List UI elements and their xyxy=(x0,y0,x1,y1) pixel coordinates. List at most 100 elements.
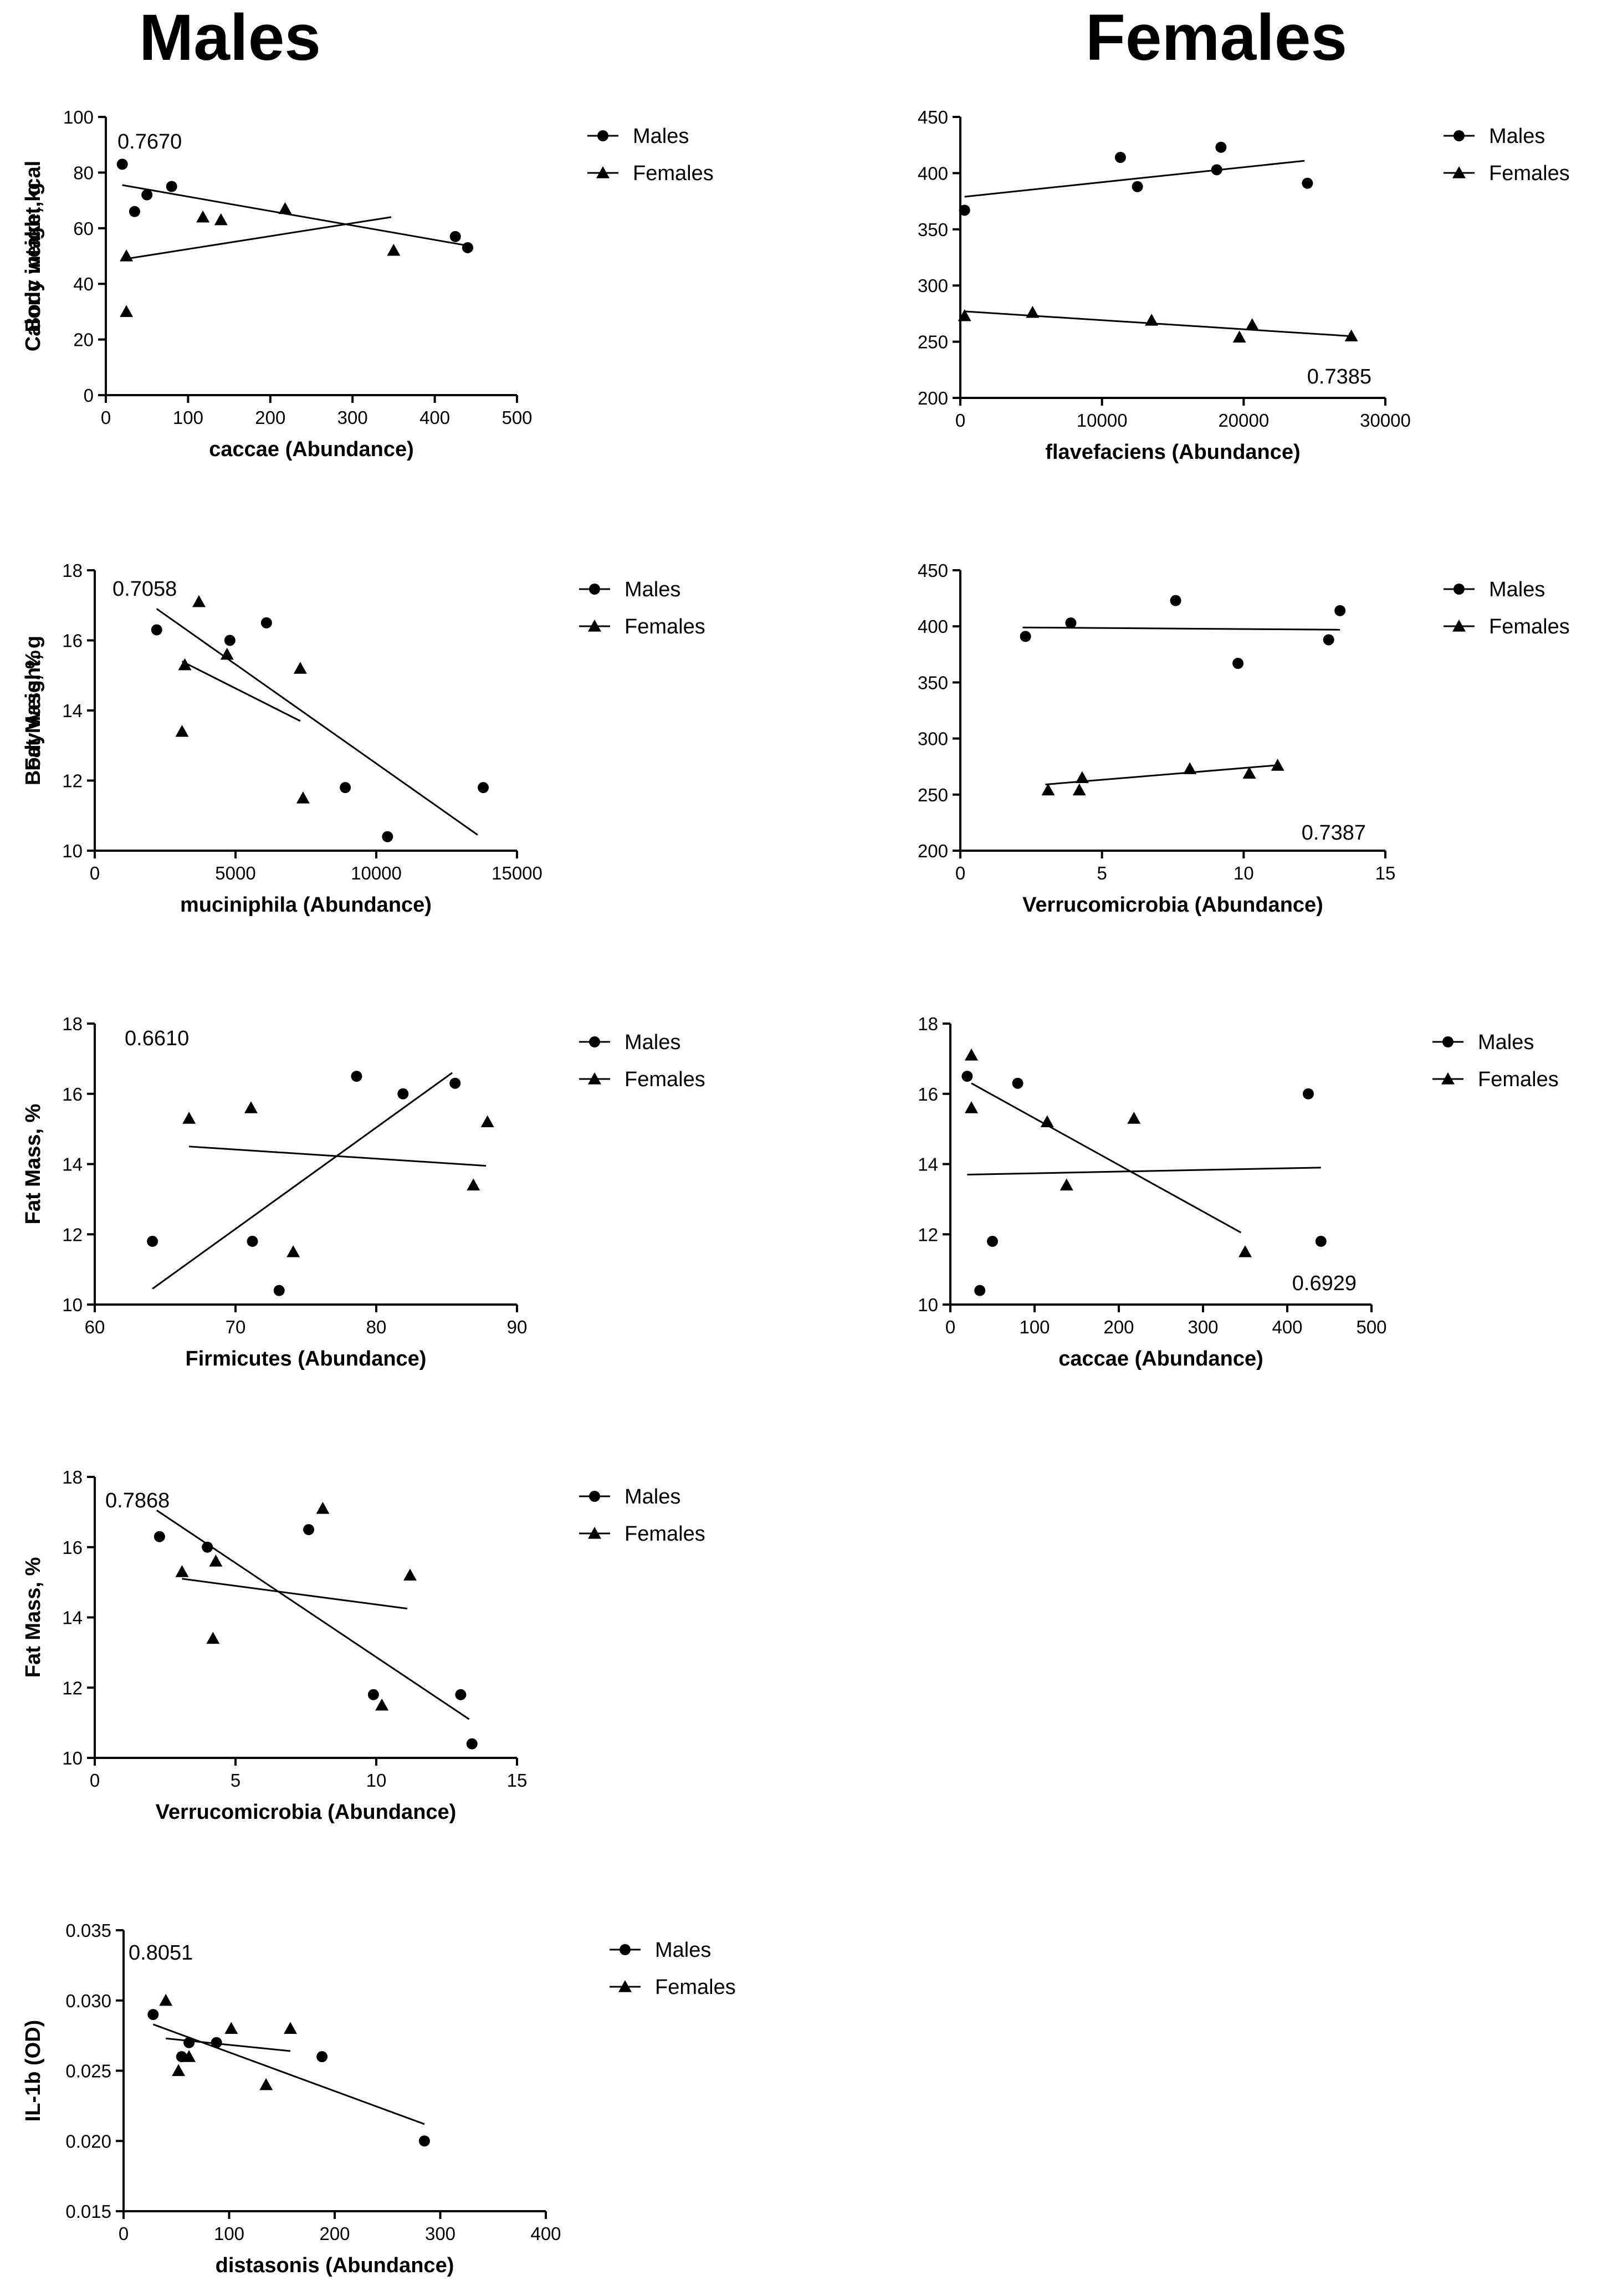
x-tick-label: 5 xyxy=(1097,863,1107,883)
y-tick-label: 0.025 xyxy=(65,2061,111,2082)
legend-label-females: Females xyxy=(625,1068,705,1091)
data-point-female xyxy=(1145,314,1159,326)
data-point-female xyxy=(1127,1112,1141,1124)
y-tick-label: 12 xyxy=(62,1224,83,1245)
x-axis-label: Firmicutes (Abundance) xyxy=(186,1347,427,1371)
data-point-male xyxy=(1323,634,1334,646)
y-tick-label: 16 xyxy=(62,1537,83,1558)
y-tick-label: 0.015 xyxy=(65,2201,111,2222)
data-point-female xyxy=(196,210,210,223)
data-point-male xyxy=(1170,595,1181,606)
x-axis-label: flavefaciens (Abundance) xyxy=(1045,441,1300,464)
legend-marker-triangle xyxy=(588,1527,601,1539)
correlation-annotation: 0.7385 xyxy=(1307,365,1371,388)
y-tick-label: 18 xyxy=(918,1014,938,1034)
fit-line-males xyxy=(152,1072,453,1290)
data-point-male xyxy=(147,1235,158,1247)
y-tick-label: 16 xyxy=(62,1084,83,1104)
data-point-female xyxy=(206,1632,220,1644)
x-axis-label: Verrucomicrobia (Abundance) xyxy=(156,1801,457,1824)
data-point-male xyxy=(1302,177,1313,189)
data-point-female xyxy=(175,724,189,737)
data-point-male xyxy=(1215,141,1227,153)
y-axis-label: Fat Mass, % xyxy=(22,1557,45,1678)
fit-line-males xyxy=(156,608,478,836)
y-tick-label: 12 xyxy=(62,1678,83,1698)
x-tick-label: 200 xyxy=(319,2223,350,2244)
legend-label-males: Males xyxy=(655,1939,711,1962)
data-point-female xyxy=(1060,1178,1073,1191)
fit-line-females xyxy=(182,1578,408,1610)
data-point-female xyxy=(1271,759,1284,771)
data-point-female xyxy=(214,213,228,226)
data-point-male xyxy=(316,2051,328,2063)
data-point-male xyxy=(141,189,153,201)
data-point-male xyxy=(1132,181,1143,192)
correlation-annotation: 0.7387 xyxy=(1302,821,1366,845)
fit-line-males xyxy=(122,184,464,246)
x-axis-label: muciniphila (Abundance) xyxy=(180,893,432,917)
y-tick-label: 100 xyxy=(63,107,94,127)
data-point-female xyxy=(244,1101,258,1113)
x-tick-label: 30000 xyxy=(1360,410,1411,431)
legend: Males Females xyxy=(587,125,714,185)
series-females xyxy=(182,1101,494,1257)
fit-line-females xyxy=(166,2037,291,2052)
y-tick-label: 250 xyxy=(918,785,948,805)
correlation-annotation: 0.7670 xyxy=(117,130,182,154)
data-point-female xyxy=(120,249,134,262)
y-tick-label: 14 xyxy=(62,1608,83,1628)
data-point-female xyxy=(1075,771,1089,784)
legend-marker-circle xyxy=(1442,1036,1453,1047)
y-axis-label: Fat Mass, % xyxy=(22,650,45,771)
legend-marker-circle xyxy=(589,1491,600,1502)
data-point-female xyxy=(172,2064,186,2077)
data-point-male xyxy=(129,206,140,217)
fit-line-males xyxy=(967,1167,1321,1176)
y-tick-label: 450 xyxy=(918,107,948,127)
data-point-male xyxy=(1114,152,1126,163)
y-tick-label: 300 xyxy=(918,729,948,749)
legend: Males Females xyxy=(1444,578,1570,638)
legend-label-males: Males xyxy=(633,125,689,148)
series-males xyxy=(116,158,473,253)
legend-marker-triangle xyxy=(588,620,601,632)
legend-label-males: Males xyxy=(625,578,680,601)
data-point-female xyxy=(120,305,134,317)
legend-marker-triangle xyxy=(588,1072,601,1085)
data-point-male xyxy=(1334,605,1346,616)
y-tick-label: 350 xyxy=(918,219,948,240)
data-point-male xyxy=(397,1088,409,1100)
x-tick-label: 0 xyxy=(90,863,100,883)
column-title-females: Females xyxy=(1086,1,1347,74)
data-point-female xyxy=(209,1554,223,1567)
y-tick-label: 40 xyxy=(73,274,94,294)
data-point-female xyxy=(182,1112,196,1124)
x-tick-label: 0 xyxy=(119,2223,129,2244)
data-point-female xyxy=(259,2078,273,2090)
y-axis-label: Body weight, g xyxy=(22,182,45,332)
legend: Males Females xyxy=(1444,125,1570,185)
x-axis-label: distasonis (Abundance) xyxy=(216,2254,454,2277)
fit-line-males xyxy=(964,160,1305,198)
legend: Males Females xyxy=(579,1031,705,1091)
data-point-male xyxy=(1315,1235,1327,1247)
data-point-female xyxy=(159,1993,173,2006)
x-tick-label: 20000 xyxy=(1218,410,1269,431)
data-point-male xyxy=(211,2037,222,2048)
data-point-male xyxy=(183,2037,195,2048)
series-males xyxy=(1020,595,1346,669)
correlation-annotation: 0.6610 xyxy=(125,1027,189,1050)
y-tick-label: 200 xyxy=(918,388,948,408)
legend-marker-triangle xyxy=(1441,1072,1455,1085)
fit-line-females xyxy=(126,216,392,260)
correlation-annotation: 0.7868 xyxy=(105,1489,170,1512)
legend-marker-circle xyxy=(620,1944,631,1955)
y-tick-label: 450 xyxy=(918,560,948,581)
data-point-male xyxy=(987,1235,998,1247)
chart-panel-7: 10 12 14 16 18 0 5 10 15 Verrucomicrobia (Abundan… xyxy=(22,1467,705,1824)
legend: Males Females xyxy=(579,1485,705,1546)
x-tick-label: 0 xyxy=(945,1317,955,1337)
